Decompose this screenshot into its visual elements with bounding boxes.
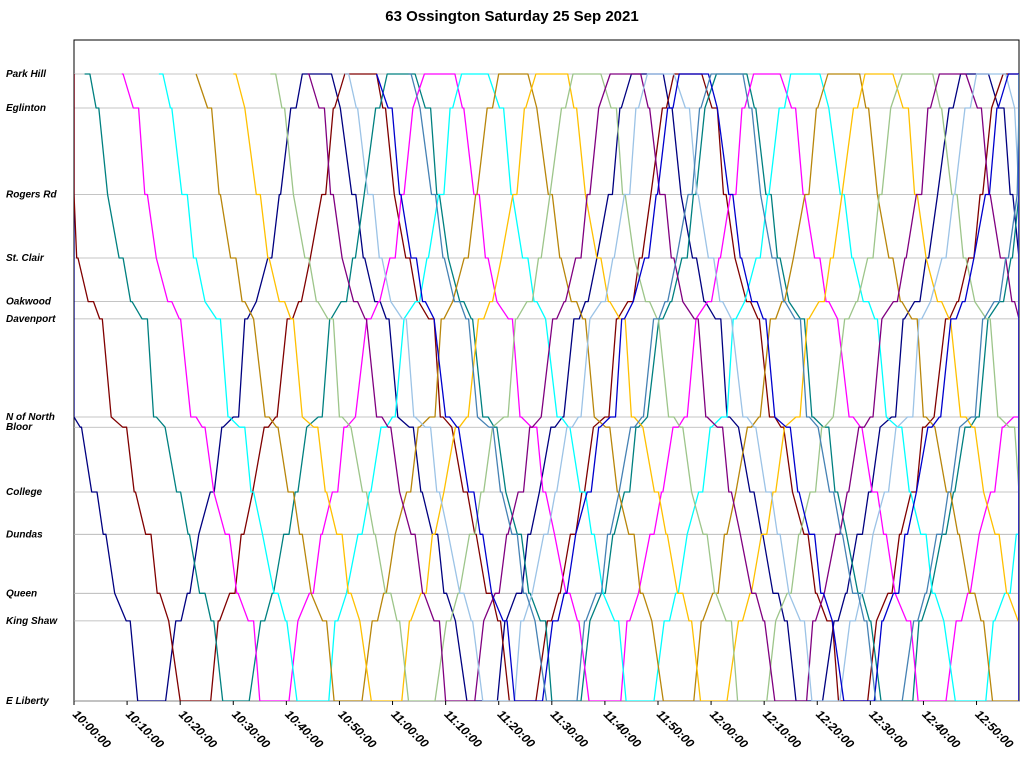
x-tick-label: 12:50:00: [972, 707, 1016, 751]
x-tick-label: 10:00:00: [70, 707, 114, 751]
x-tick-label: 10:20:00: [176, 707, 220, 751]
x-tick-label: 10:40:00: [282, 707, 326, 751]
vehicle-trajectory: [375, 73, 1019, 701]
stop-label: Park Hill: [6, 69, 46, 80]
x-tick-label: 11:00:00: [388, 707, 431, 750]
vehicle-trajectory: [158, 73, 1019, 701]
stop-label: Dundas: [6, 529, 43, 540]
series-group: [74, 73, 1019, 701]
x-tick-label: 12:10:00: [760, 707, 804, 751]
vehicle-trajectory: [195, 73, 1019, 701]
stop-label: Oakwood: [6, 297, 52, 308]
stop-label: King Shaw: [6, 616, 58, 627]
stop-label: St. Clair: [6, 253, 45, 264]
x-tick-label: 11:30:00: [548, 707, 591, 750]
stop-label: N of North: [6, 412, 55, 423]
stop-label: Eglinton: [6, 103, 46, 114]
vehicle-trajectory: [74, 73, 1019, 701]
x-tick-label: 11:20:00: [495, 707, 538, 750]
y-axis-labels: Park Hill Eglinton Rogers Rd St. Clair Oakwo…: [6, 69, 58, 707]
vehicle-trajectory: [233, 73, 1019, 701]
vehicle-trajectory: [307, 73, 1019, 701]
x-tick-label: 11:10:00: [442, 707, 485, 750]
chart-title: 63 Ossington Saturday 25 Sep 2021: [385, 8, 639, 25]
stop-label: Bloor: [6, 422, 33, 433]
stop-label: Rogers Rd: [6, 190, 57, 201]
stop-label: Queen: [6, 588, 37, 599]
x-tick-label: 10:10:00: [123, 707, 167, 751]
vehicle-trajectory: [121, 73, 1019, 701]
vehicle-trajectory: [344, 73, 1019, 701]
x-tick-label: 12:00:00: [707, 707, 751, 751]
x-tick-label: 11:50:00: [654, 707, 697, 750]
stop-label: E Liberty: [6, 696, 49, 707]
vehicle-trajectory: [408, 73, 1019, 701]
x-tick-label: 12:30:00: [866, 707, 910, 751]
x-tick-label: 10:50:00: [335, 707, 379, 751]
x-tick-label: 10:30:00: [229, 707, 273, 751]
x-tick-label: 11:40:00: [601, 707, 644, 750]
stop-label: College: [6, 487, 43, 498]
vehicle-trajectory: [84, 73, 1019, 701]
stop-label: Davenport: [6, 314, 56, 325]
x-axis-labels: 10:00:00 10:10:00 10:20:00 10:30:00 10:40:00…: [70, 701, 1017, 751]
x-tick-label: 12:20:00: [813, 707, 857, 751]
x-tick-label: 12:40:00: [919, 707, 963, 751]
